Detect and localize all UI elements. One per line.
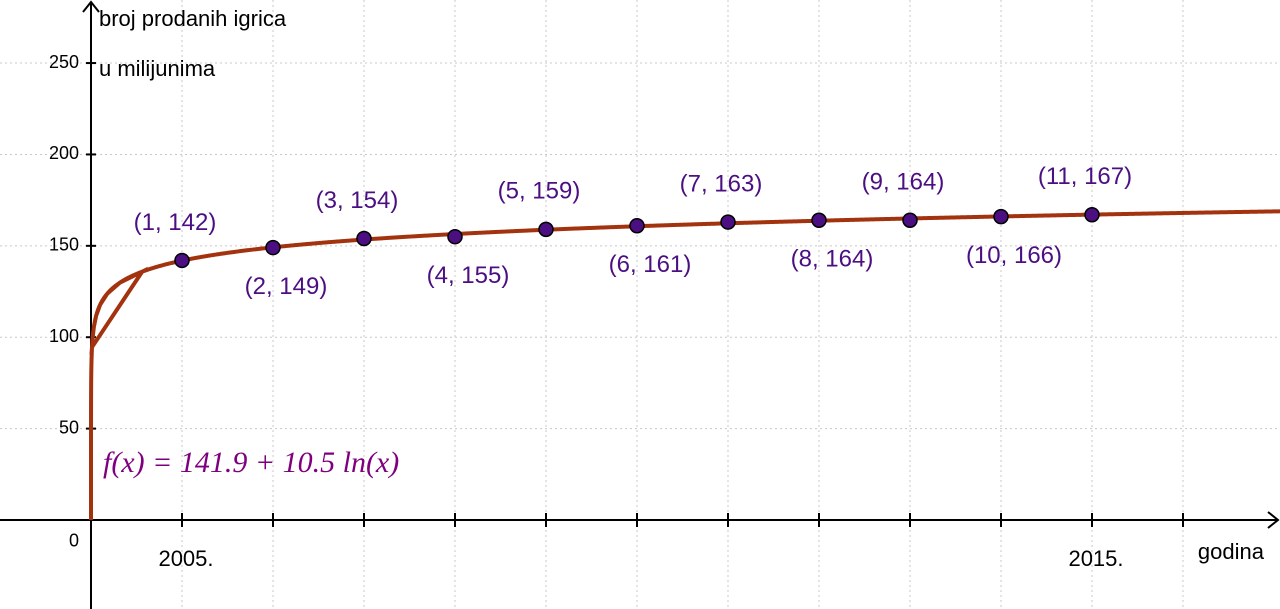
point-label: (10, 166) xyxy=(966,242,1062,269)
y-tick-label: 50 xyxy=(59,417,79,437)
y-axis-label: u milijunima xyxy=(99,56,216,81)
y-tick-label: 100 xyxy=(49,326,79,346)
y-tick-label: 150 xyxy=(49,235,79,255)
y-tick-label: 0 xyxy=(69,531,79,551)
data-point xyxy=(993,208,1009,225)
data-point xyxy=(538,221,554,238)
data-point xyxy=(720,214,736,230)
point-label: (5, 159) xyxy=(498,178,581,205)
data-point xyxy=(356,230,372,247)
point-label: (6, 161) xyxy=(609,251,692,278)
y-axis-arrow xyxy=(82,0,100,13)
data-point xyxy=(174,252,190,269)
point-label: (7, 163) xyxy=(680,170,763,197)
x-axis-label: godina xyxy=(1198,539,1265,564)
data-point xyxy=(447,228,463,245)
y-axis-label: broj prodanih igrica xyxy=(99,6,287,31)
point-label: (4, 155) xyxy=(427,262,510,289)
data-point xyxy=(1084,207,1100,223)
fit-formula: f(x) = 141.9 + 10.5 ln(x) xyxy=(103,446,399,479)
point-label: (8, 164) xyxy=(791,246,874,273)
point-label: (1, 142) xyxy=(134,209,217,236)
y-tick-label: 200 xyxy=(49,143,79,163)
x-axis-arrow xyxy=(1267,511,1280,529)
x-tick-label: 2005. xyxy=(158,546,213,571)
point-label: (9, 164) xyxy=(862,169,945,196)
data-point xyxy=(811,212,827,228)
data-point xyxy=(902,212,918,228)
point-label: (2, 149) xyxy=(245,273,328,300)
point-label: (11, 167) xyxy=(1038,163,1132,190)
data-point xyxy=(265,239,281,256)
data-point xyxy=(629,217,645,234)
y-tick-label: 250 xyxy=(49,52,79,72)
x-tick-label: 2015. xyxy=(1068,546,1123,571)
point-label: (3, 154) xyxy=(316,187,399,214)
